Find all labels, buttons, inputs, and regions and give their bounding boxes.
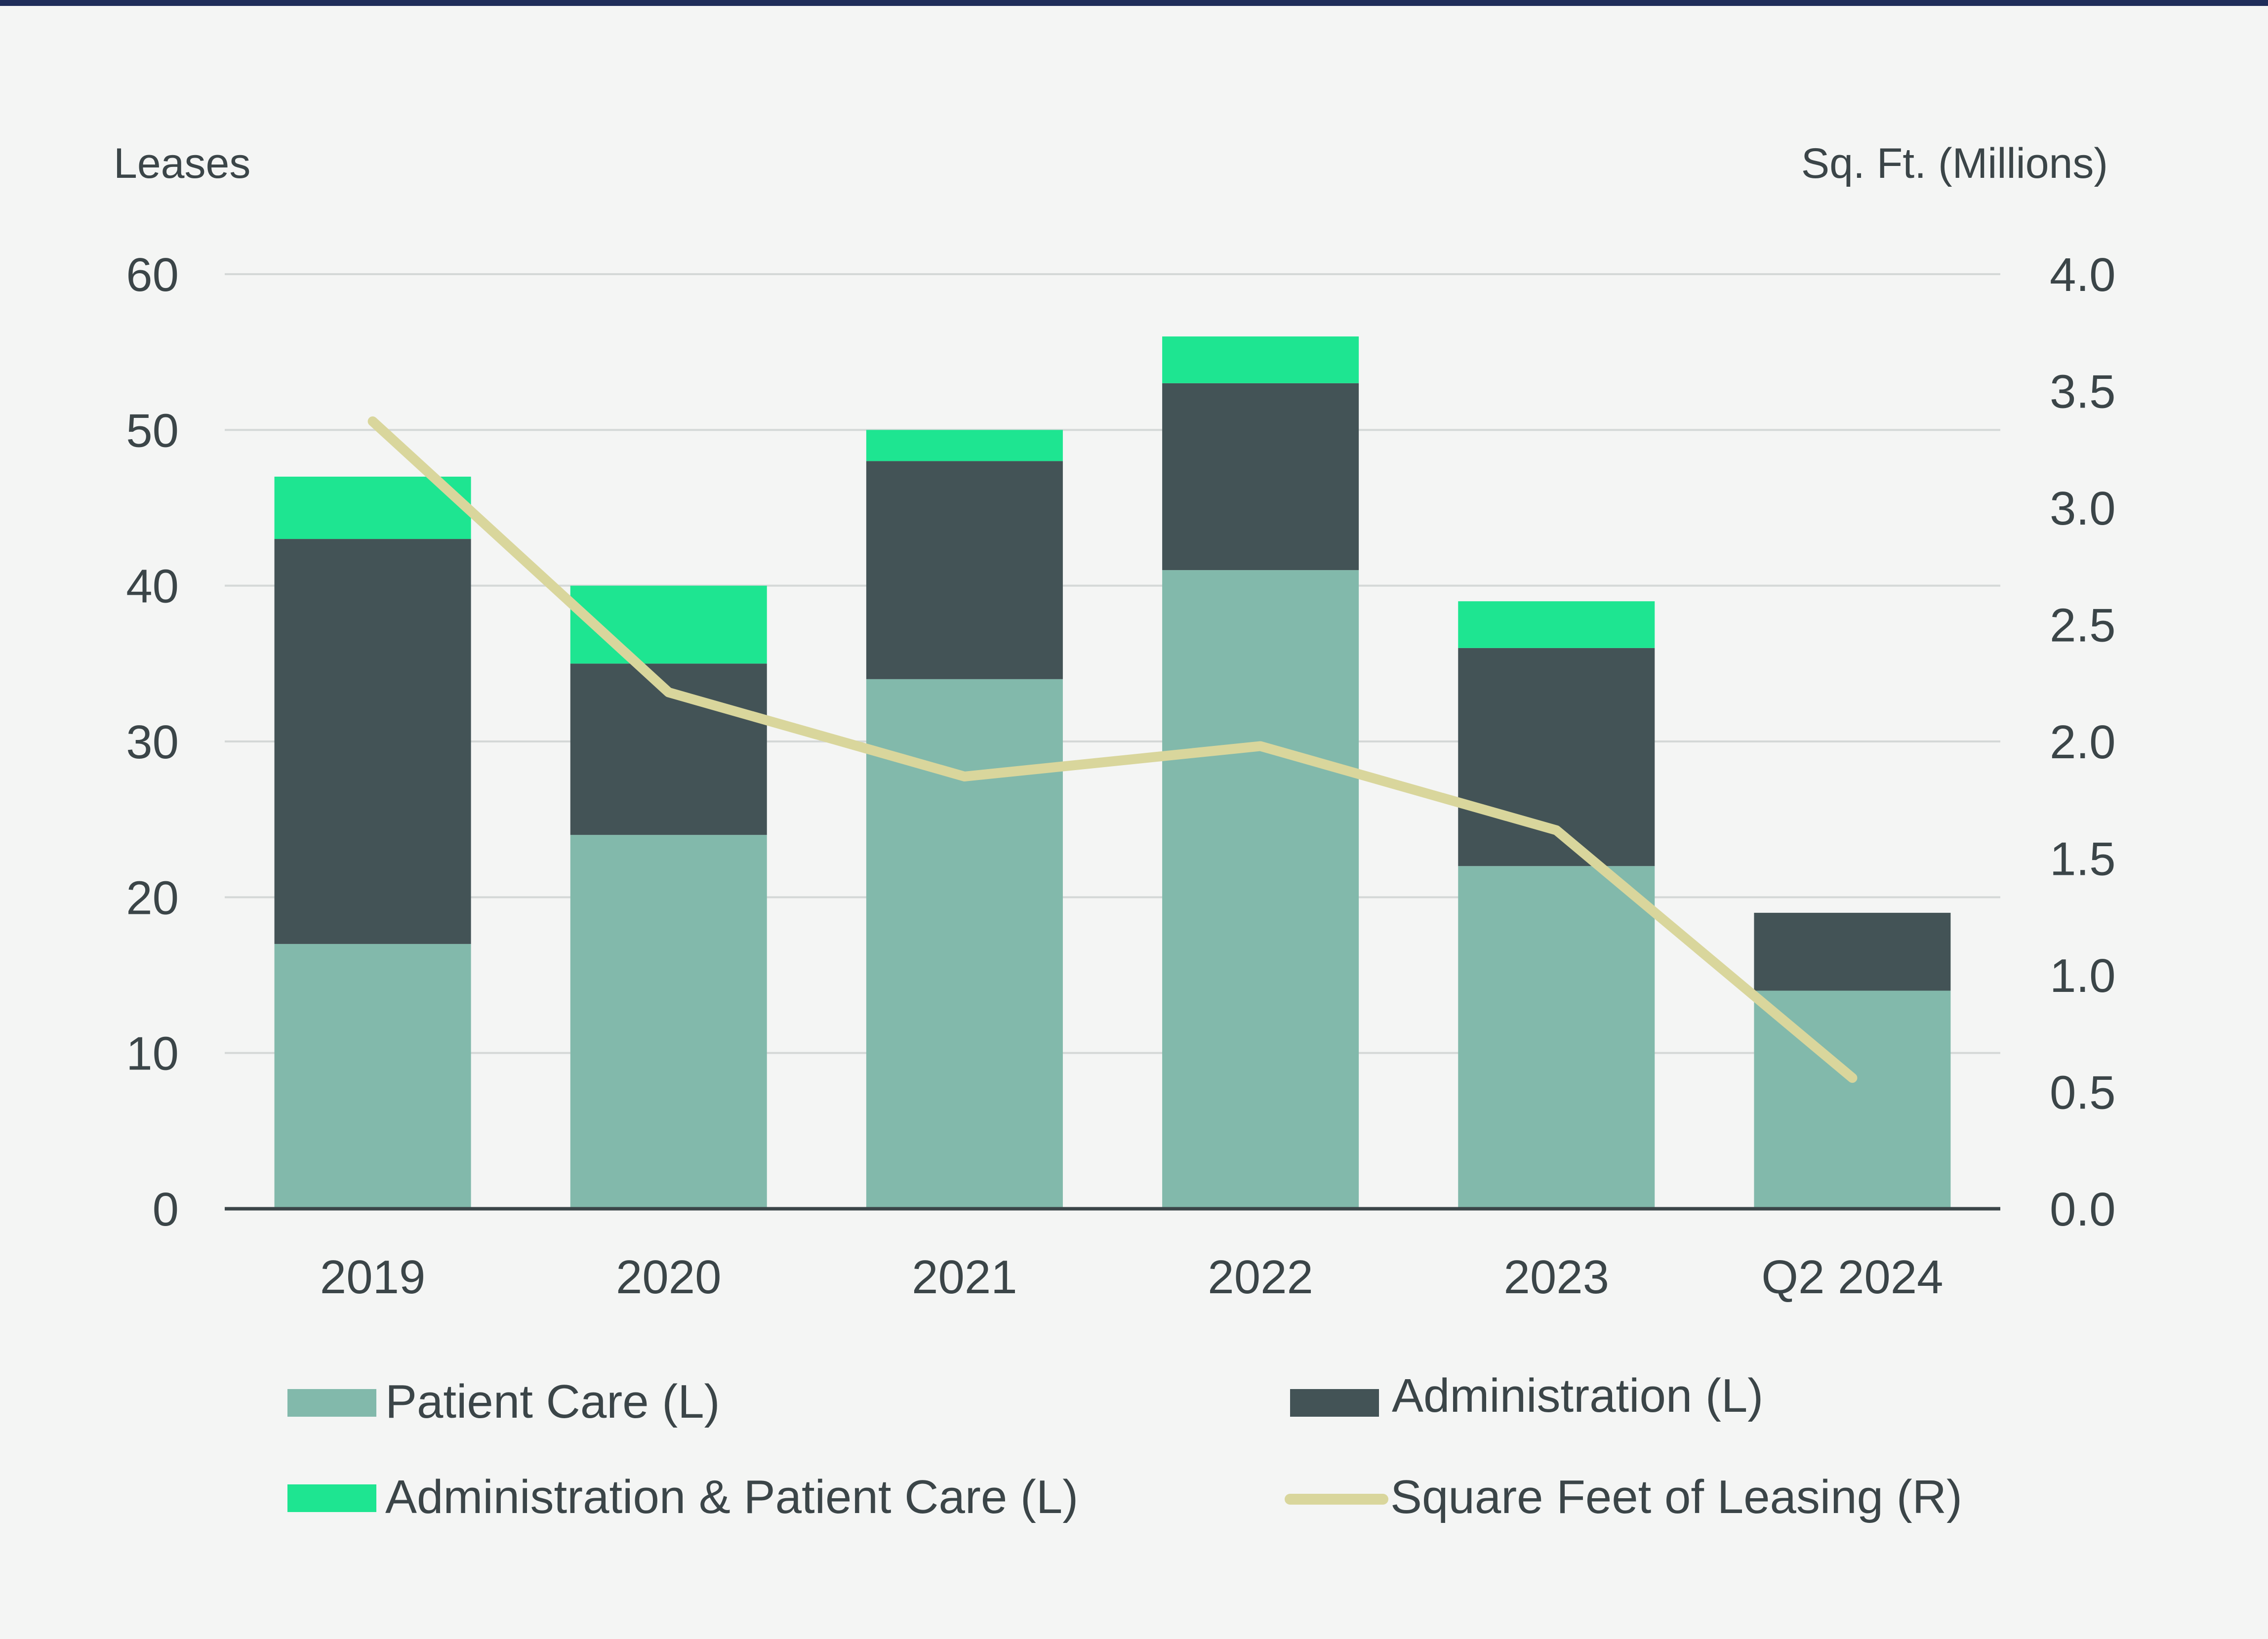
- legend-label-administration: Administration (L): [1392, 1369, 1763, 1422]
- right-tick-label-4.0: 4.0: [2050, 248, 2115, 301]
- legend-swatch-admin-patient-care: [287, 1484, 376, 1512]
- bar-administration-l-q2-2024: [1754, 912, 1951, 991]
- left-tick-label-50: 50: [126, 404, 179, 457]
- legend-swatch-patient-care: [287, 1389, 376, 1417]
- legend-label-patient-care: Patient Care (L): [385, 1375, 720, 1428]
- bar-administration-l-2019: [274, 539, 471, 944]
- right-tick-label-2.0: 2.0: [2050, 716, 2115, 769]
- left-axis-title: Leases: [114, 140, 250, 187]
- bar-administration-patient-care-l-2023: [1458, 601, 1655, 648]
- x-tick-label-2023: 2023: [1503, 1251, 1609, 1304]
- x-tick-label-2021: 2021: [912, 1251, 1017, 1304]
- x-tick-label-q2-2024: Q2 2024: [1761, 1251, 1943, 1304]
- x-tick-label-2022: 2022: [1208, 1251, 1313, 1304]
- bar-patient-care-l-2020: [570, 835, 767, 1209]
- right-tick-label-3.0: 3.0: [2050, 482, 2115, 535]
- bar-administration-l-2022: [1162, 383, 1359, 571]
- legend-label-square-feet: Square Feet of Leasing (R): [1390, 1471, 1962, 1523]
- right-tick-label-1.5: 1.5: [2050, 833, 2115, 886]
- right-tick-label-0.5: 0.5: [2050, 1066, 2115, 1119]
- right-tick-label-1.0: 1.0: [2050, 949, 2115, 1002]
- left-tick-label-20: 20: [126, 871, 179, 924]
- bar-administration-patient-care-l-2021: [866, 430, 1063, 461]
- point-square-feet-of-leasing-r-2020: [668, 692, 669, 693]
- right-axis-title: Sq. Ft. (Millions): [1801, 140, 2108, 187]
- bars: [274, 336, 1951, 1209]
- bar-patient-care-l-2022: [1162, 570, 1359, 1209]
- right-tick-label-0.0: 0.0: [2050, 1183, 2115, 1236]
- right-tick-label-2.5: 2.5: [2050, 599, 2115, 652]
- gridlines: [225, 273, 2000, 1054]
- left-tick-label-0: 0: [153, 1183, 179, 1236]
- point-square-feet-of-leasing-r-2019: [372, 420, 373, 422]
- left-tick-label-10: 10: [126, 1027, 179, 1080]
- point-square-feet-of-leasing-r-2021: [964, 776, 965, 777]
- x-tick-label-2020: 2020: [616, 1251, 722, 1304]
- legend-item-admin-patient-care[interactable]: Administration & Patient Care (L): [287, 1471, 1078, 1523]
- point-square-feet-of-leasing-r-2023: [1556, 829, 1557, 831]
- bar-administration-patient-care-l-2020: [570, 585, 767, 664]
- left-tick-label-30: 30: [126, 716, 179, 769]
- bar-patient-care-l-2019: [274, 943, 471, 1209]
- point-square-feet-of-leasing-r-2022: [1260, 745, 1261, 747]
- right-tick-label-3.5: 3.5: [2050, 366, 2115, 418]
- legend: Patient Care (L) Administration (L) Admi…: [287, 1369, 1962, 1523]
- left-tick-label-60: 60: [126, 248, 179, 301]
- legend-item-patient-care[interactable]: Patient Care (L): [287, 1375, 720, 1428]
- bar-administration-l-2021: [866, 461, 1063, 679]
- line-square-feet-of-leasing-r: [367, 416, 1858, 1083]
- left-tick-label-40: 40: [126, 560, 179, 613]
- point-square-feet-of-leasing-r-q2-2024: [1852, 1077, 1853, 1079]
- legend-label-admin-patient-care: Administration & Patient Care (L): [385, 1471, 1078, 1523]
- legend-swatch-administration: [1290, 1389, 1379, 1417]
- legend-item-administration[interactable]: Administration (L): [1290, 1369, 1763, 1422]
- square-feet-line: [367, 416, 1858, 1083]
- tick-labels: 0 10 20 30 40 50 60 0.0 0.5 1.0 1.5 2.0 2.5 3.0 3.5 4.0…: [126, 248, 2115, 1304]
- legend-item-square-feet[interactable]: Square Feet of Leasing (R): [1285, 1471, 1962, 1523]
- x-tick-label-2019: 2019: [320, 1251, 426, 1304]
- top-accent-bar: [0, 0, 2268, 6]
- bar-patient-care-l-2023: [1458, 866, 1655, 1209]
- bar-administration-patient-care-l-2022: [1162, 336, 1359, 383]
